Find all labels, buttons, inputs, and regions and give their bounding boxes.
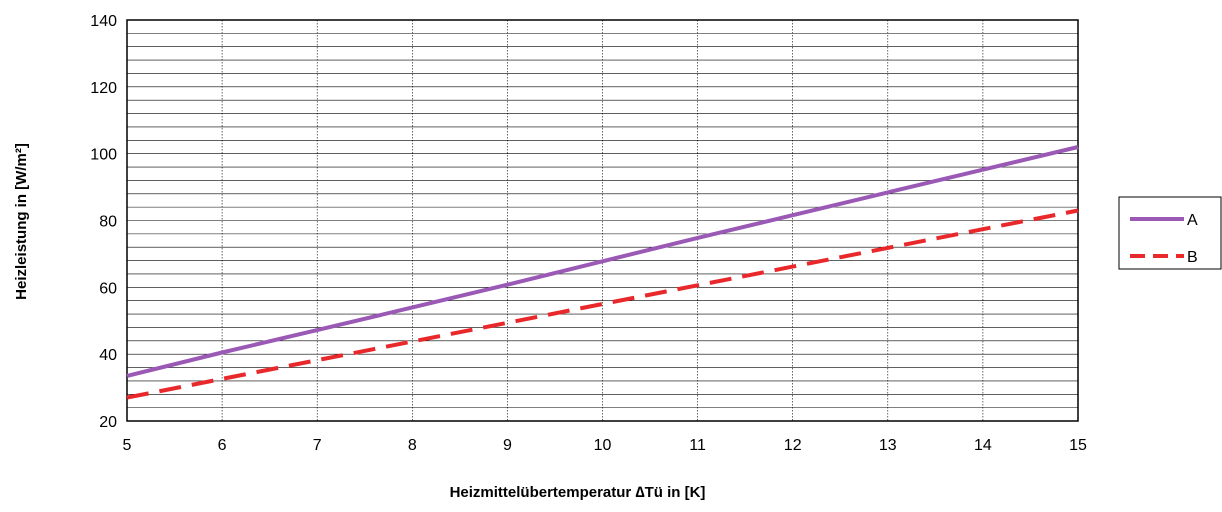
x-tick-label: 12 [784, 437, 802, 454]
x-tick-label: 5 [123, 437, 132, 454]
series-line-b [126, 208, 1079, 400]
x-tick-label: 11 [689, 437, 706, 454]
x-tick-label: 9 [503, 437, 512, 454]
legend-label: A [1187, 212, 1198, 229]
x-tick-label: 14 [974, 437, 992, 454]
y-tick-label: 80 [99, 214, 117, 231]
x-tick-label: 7 [313, 437, 322, 454]
x-tick-label: 6 [218, 437, 227, 454]
legend-box [1118, 196, 1222, 270]
x-tick-label: 10 [594, 437, 612, 454]
y-tick-label: 40 [99, 347, 117, 364]
y-axis-title: Heizleistung in [W/m²] [13, 143, 30, 300]
x-tick-label: 13 [879, 437, 897, 454]
legend-item-b: B [1130, 249, 1198, 266]
x-tick-label: 8 [408, 437, 417, 454]
legend: AB [1118, 196, 1222, 270]
y-tick-label: 100 [90, 147, 117, 164]
x-tick-label: 15 [1069, 437, 1087, 454]
legend-label: B [1187, 249, 1198, 266]
y-tick-label: 20 [99, 414, 117, 431]
x-axis-title: Heizmittelübertemperatur ∆Tü in [K] [450, 484, 706, 501]
series-group [126, 145, 1079, 400]
plot-area-frame [126, 19, 1079, 422]
y-tick-label: 60 [99, 280, 117, 297]
y-tick-label: 140 [90, 13, 117, 30]
y-axis-tick-labels: 20 40 60 80 100 120 140 [90, 13, 117, 431]
series-line-a [126, 145, 1079, 378]
y-tick-label: 120 [90, 80, 117, 97]
legend-item-a: A [1130, 212, 1198, 229]
grid [127, 20, 1078, 421]
x-axis-tick-labels: 5 6 7 8 9 10 11 12 13 14 15 [123, 437, 1087, 454]
